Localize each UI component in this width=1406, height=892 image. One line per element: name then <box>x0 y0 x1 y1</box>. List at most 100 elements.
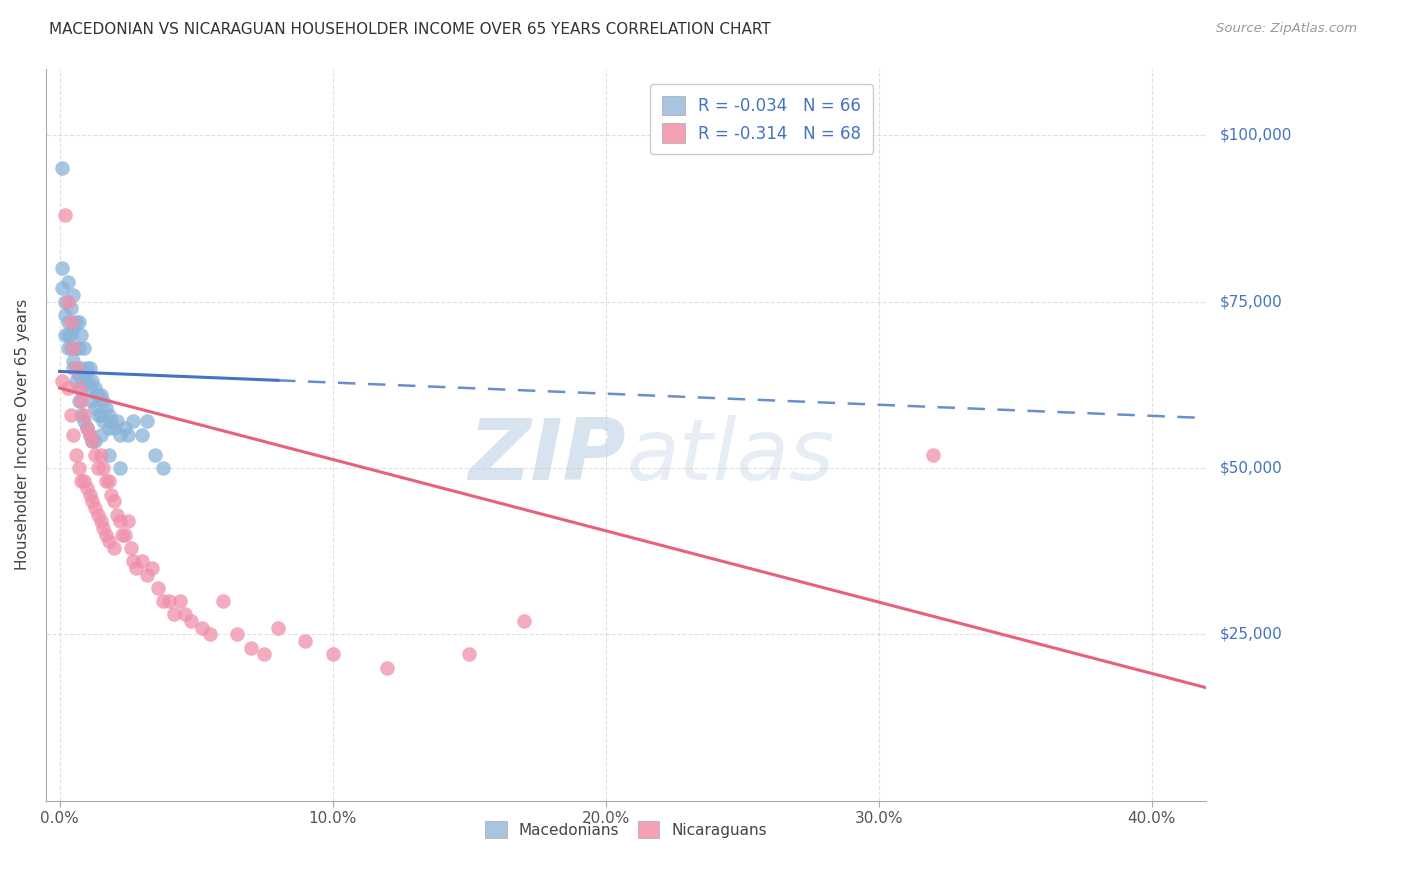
Point <box>56 275 79 289</box>
Point <box>114 421 136 435</box>
Point <box>169 594 191 608</box>
Point <box>97 421 120 435</box>
Point <box>143 448 166 462</box>
Point <box>122 554 145 568</box>
Point <box>136 414 159 428</box>
Point <box>82 434 104 449</box>
Point <box>180 614 202 628</box>
Point <box>131 554 153 568</box>
Text: MACEDONIAN VS NICARAGUAN HOUSEHOLDER INCOME OVER 65 YEARS CORRELATION CHART: MACEDONIAN VS NICARAGUAN HOUSEHOLDER INC… <box>49 22 770 37</box>
Point <box>84 448 107 462</box>
Point <box>67 461 90 475</box>
Point <box>375 661 398 675</box>
Point <box>56 327 79 342</box>
Point <box>59 301 82 316</box>
Point <box>97 534 120 549</box>
Point <box>94 475 117 489</box>
Point <box>82 394 104 409</box>
Point <box>174 607 197 622</box>
Point <box>87 461 110 475</box>
Point <box>62 341 84 355</box>
Point <box>67 368 90 382</box>
Point <box>82 494 104 508</box>
Point <box>131 427 153 442</box>
Point <box>79 381 101 395</box>
Point <box>53 308 76 322</box>
Point <box>65 448 87 462</box>
Point <box>73 408 96 422</box>
Point <box>141 561 163 575</box>
Point <box>67 341 90 355</box>
Point <box>84 401 107 415</box>
Point <box>103 421 125 435</box>
Text: ZIP: ZIP <box>468 415 626 498</box>
Point <box>79 427 101 442</box>
Point <box>87 508 110 522</box>
Point <box>73 341 96 355</box>
Point <box>105 508 128 522</box>
Point <box>103 494 125 508</box>
Point <box>53 208 76 222</box>
Point <box>79 361 101 376</box>
Point <box>90 514 112 528</box>
Point <box>136 567 159 582</box>
Point <box>56 341 79 355</box>
Point <box>59 408 82 422</box>
Point <box>91 414 114 428</box>
Point <box>117 514 139 528</box>
Point <box>100 414 122 428</box>
Point <box>59 314 82 328</box>
Point <box>253 648 276 662</box>
Point <box>65 375 87 389</box>
Point <box>125 561 148 575</box>
Point <box>70 394 93 409</box>
Point <box>76 375 98 389</box>
Point <box>105 414 128 428</box>
Point <box>152 461 174 475</box>
Point <box>84 434 107 449</box>
Point <box>70 381 93 395</box>
Point <box>108 427 131 442</box>
Point <box>103 541 125 555</box>
Point <box>97 448 120 462</box>
Point <box>82 434 104 449</box>
Point <box>67 314 90 328</box>
Point <box>56 381 79 395</box>
Point <box>322 648 344 662</box>
Point <box>111 527 134 541</box>
Point <box>90 448 112 462</box>
Text: $50,000: $50,000 <box>1220 460 1282 475</box>
Point <box>62 321 84 335</box>
Point <box>90 388 112 402</box>
Point <box>79 427 101 442</box>
Point <box>65 361 87 376</box>
Point <box>97 475 120 489</box>
Point <box>267 621 290 635</box>
Point <box>212 594 235 608</box>
Point <box>163 607 186 622</box>
Point <box>51 375 73 389</box>
Point <box>108 461 131 475</box>
Point <box>51 281 73 295</box>
Text: $25,000: $25,000 <box>1220 627 1282 642</box>
Point <box>87 388 110 402</box>
Point <box>146 581 169 595</box>
Point <box>94 401 117 415</box>
Point <box>65 314 87 328</box>
Point <box>65 341 87 355</box>
Point <box>84 381 107 395</box>
Point <box>157 594 180 608</box>
Point <box>76 421 98 435</box>
Point <box>922 448 945 462</box>
Point <box>114 527 136 541</box>
Point <box>53 327 76 342</box>
Point <box>62 288 84 302</box>
Point <box>239 640 262 655</box>
Point <box>70 327 93 342</box>
Point <box>90 427 112 442</box>
Point <box>91 521 114 535</box>
Point <box>122 414 145 428</box>
Point <box>76 361 98 376</box>
Point <box>51 161 73 176</box>
Point <box>90 408 112 422</box>
